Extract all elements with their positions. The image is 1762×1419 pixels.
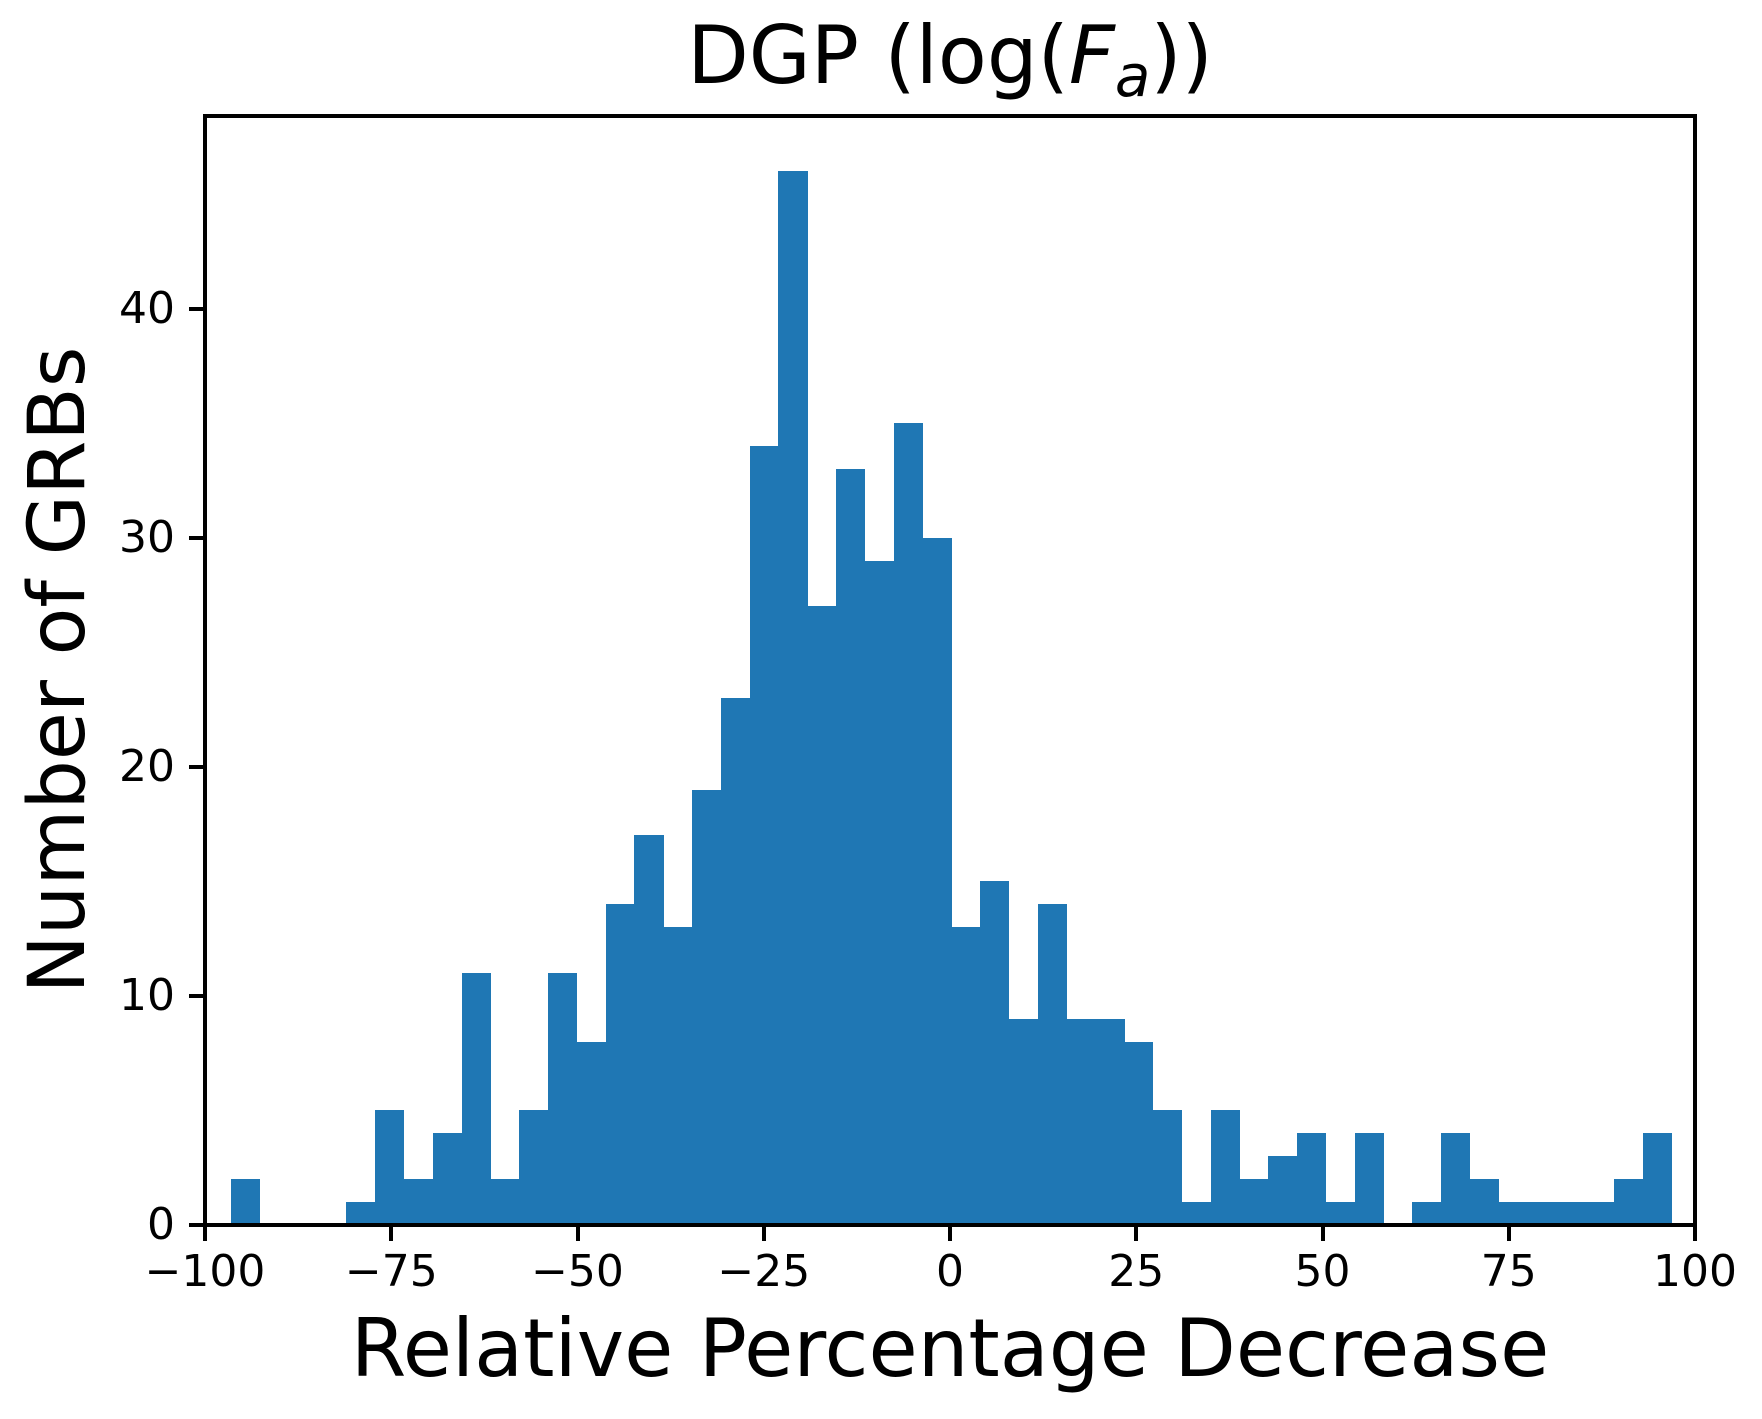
histogram-bar bbox=[720, 698, 751, 1225]
x-tick-mark bbox=[203, 1227, 207, 1241]
histogram-bar bbox=[1297, 1133, 1327, 1225]
x-tick-label: 50 bbox=[1294, 1246, 1351, 1297]
histogram-bar bbox=[547, 972, 578, 1225]
histogram-bar bbox=[1585, 1202, 1615, 1225]
x-tick-mark bbox=[575, 1227, 580, 1241]
y-tick-mark bbox=[189, 535, 203, 540]
histogram-bar bbox=[663, 927, 693, 1225]
x-tick-label: −50 bbox=[531, 1246, 624, 1297]
x-tick-label: 0 bbox=[936, 1246, 964, 1297]
x-tick-mark bbox=[1134, 1227, 1139, 1241]
chart-title-variable: F bbox=[1068, 9, 1115, 102]
y-tick-label: 0 bbox=[147, 1199, 175, 1250]
histogram-bar bbox=[864, 560, 895, 1225]
x-tick-mark bbox=[389, 1227, 394, 1241]
histogram-bar bbox=[1008, 1018, 1039, 1225]
histogram-bar bbox=[346, 1202, 376, 1225]
x-tick-label: 100 bbox=[1653, 1246, 1737, 1297]
y-tick-label: 40 bbox=[119, 282, 175, 334]
chart-title: DGP (log(Fa)) bbox=[205, 9, 1695, 105]
histogram-bar bbox=[749, 445, 779, 1225]
histogram-bar bbox=[1210, 1110, 1240, 1225]
histogram-bar bbox=[1095, 1018, 1125, 1225]
histogram-bar bbox=[1556, 1202, 1586, 1225]
x-tick-label: −25 bbox=[717, 1246, 811, 1297]
x-tick-mark bbox=[1693, 1227, 1697, 1241]
histogram-bar bbox=[1325, 1202, 1356, 1225]
histogram-bar bbox=[1124, 1041, 1154, 1225]
histogram-bar bbox=[1642, 1133, 1672, 1225]
histogram-bar bbox=[922, 537, 952, 1225]
chart-title-subscript: a bbox=[1114, 41, 1151, 110]
histogram-bar bbox=[1441, 1133, 1471, 1225]
y-tick-label: 30 bbox=[119, 511, 175, 563]
histogram-bar bbox=[519, 1110, 549, 1225]
x-tick-mark bbox=[1320, 1227, 1325, 1241]
x-tick-label: 25 bbox=[1108, 1246, 1165, 1297]
histogram-bar bbox=[1498, 1202, 1528, 1225]
histogram-bar bbox=[375, 1110, 405, 1225]
histogram-bar bbox=[1268, 1156, 1298, 1225]
histogram-bar bbox=[807, 606, 837, 1225]
histogram-bar bbox=[1527, 1202, 1557, 1225]
histogram-bar bbox=[1066, 1018, 1096, 1225]
histogram-bar bbox=[1412, 1202, 1442, 1225]
histogram-bar bbox=[1613, 1179, 1644, 1225]
histogram-bar bbox=[951, 927, 981, 1225]
histogram-bar bbox=[1469, 1179, 1500, 1225]
histogram-bars-container bbox=[205, 116, 1695, 1225]
y-tick-mark bbox=[189, 764, 203, 769]
chart-title-suffix: )) bbox=[1150, 9, 1213, 102]
x-tick-label: −100 bbox=[144, 1246, 266, 1297]
x-tick-label: −75 bbox=[344, 1246, 438, 1297]
x-tick-mark bbox=[1506, 1227, 1511, 1241]
histogram-bar bbox=[1239, 1179, 1269, 1225]
x-tick-mark bbox=[761, 1227, 766, 1241]
histogram-bar bbox=[1354, 1133, 1384, 1225]
histogram-bar bbox=[231, 1179, 261, 1225]
y-tick-mark bbox=[189, 306, 203, 311]
chart-title-text: DGP (log( bbox=[687, 9, 1069, 102]
histogram-bar bbox=[576, 1041, 606, 1225]
histogram-bar bbox=[778, 171, 808, 1225]
histogram-bar bbox=[490, 1179, 520, 1225]
y-tick-mark bbox=[189, 993, 203, 998]
y-axis-label: Number of GRBs bbox=[13, 346, 103, 994]
histogram-bar bbox=[634, 835, 664, 1225]
histogram-bar bbox=[461, 972, 491, 1225]
histogram-bar bbox=[605, 904, 635, 1225]
y-tick-mark bbox=[189, 1223, 203, 1227]
histogram-bar bbox=[692, 789, 722, 1225]
x-axis-label: Relative Percentage Decrease bbox=[350, 1302, 1550, 1395]
x-tick-label: 75 bbox=[1480, 1246, 1537, 1297]
histogram-bar bbox=[1181, 1202, 1211, 1225]
histogram-bar bbox=[893, 423, 923, 1225]
histogram-bar bbox=[980, 881, 1010, 1225]
histogram-bar bbox=[1152, 1110, 1183, 1225]
histogram-bar bbox=[836, 468, 866, 1225]
y-tick-label: 10 bbox=[119, 969, 175, 1021]
histogram-bar bbox=[1037, 904, 1067, 1225]
y-tick-label: 20 bbox=[119, 740, 175, 792]
histogram-bar bbox=[432, 1133, 462, 1225]
x-tick-mark bbox=[948, 1227, 952, 1241]
histogram-bar bbox=[403, 1179, 434, 1225]
